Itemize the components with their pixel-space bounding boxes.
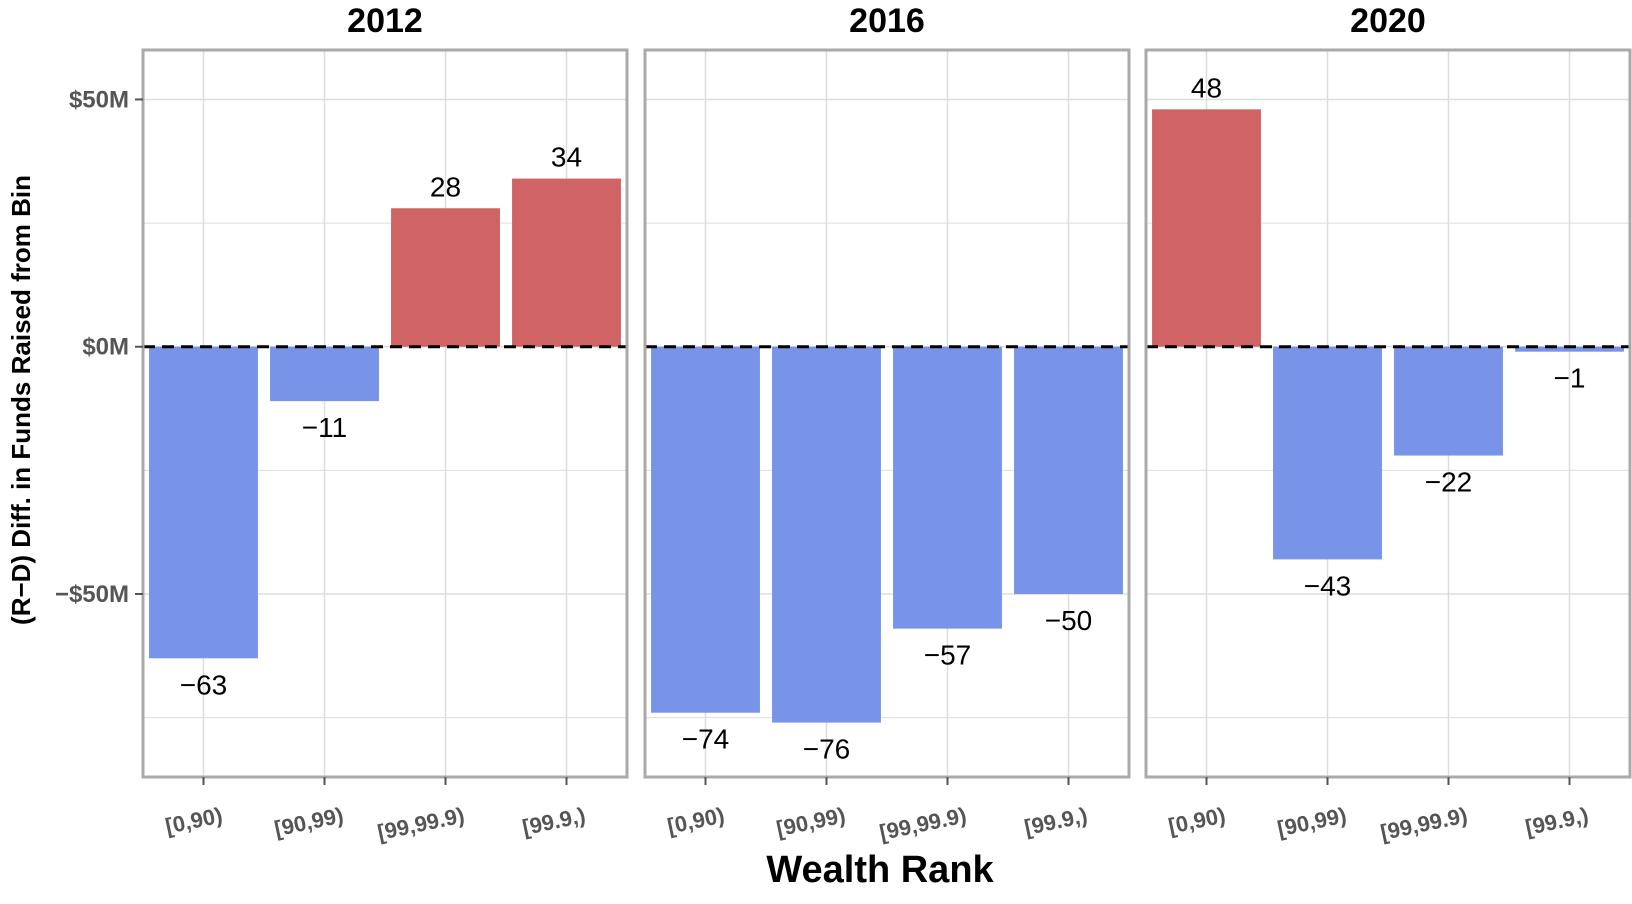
facet-title: 2020 [1350,2,1426,40]
bar-value-label: −43 [1304,570,1352,601]
facet-title: 2016 [849,2,925,40]
x-tick-label: [99.9,) [1022,802,1089,840]
bar-value-label: −57 [924,640,972,671]
bar-2016-2 [893,346,1002,629]
x-tick-label: [0,90) [1166,802,1227,838]
y-tick-label: $0M [82,334,129,361]
x-tick-label: [90,99) [272,802,345,841]
x-tick-label: [90,99) [774,802,847,841]
bar-value-label: −74 [682,724,730,755]
bar-2012-3 [512,178,621,347]
bar-value-label: −11 [302,412,347,443]
bar-2012-2 [391,208,500,347]
bar-value-label: −22 [1425,467,1473,498]
facet-panel-2016: −74 −76 −57 −50 2016 [0,90) [90,99) [99,99.9) [9… [643,2,1131,845]
bar-value-label: −76 [803,734,851,765]
x-tick-label: [0,90) [665,802,726,838]
y-axis-title: (R−D) Diff. in Funds Raised from Bin [6,175,36,625]
x-tick-label: [99,99.9) [877,802,968,845]
facet-panel-2020: 48 −43 −22 −1 2020 [0,90) [90,99) [99,99.9) [99.… [1144,2,1632,845]
bar-2012-0 [149,346,258,659]
bar-2020-2 [1394,346,1503,456]
facet-panel-2012: −63 −11 28 34 2012 [0,90) [90,99) [99,99.9) [99.… [141,2,629,845]
bar-2020-0 [1152,109,1261,347]
x-tick-label: [99,99.9) [375,802,466,845]
x-tick-label: [99,99.9) [1378,802,1469,845]
bar-2016-3 [1014,346,1123,595]
bar-2016-0 [651,346,760,713]
panel-border [141,48,629,779]
bar-2012-1 [270,346,379,402]
y-tick-label: −$50M [55,581,129,608]
bar-value-label: −1 [1554,363,1586,394]
bar-value-label: −63 [180,669,228,700]
bar-value-label: 48 [1191,72,1222,103]
bar-value-label: −50 [1045,605,1093,636]
x-tick-label: [99.9,) [520,802,587,840]
x-tick-label: [90,99) [1275,802,1348,841]
bar-2020-1 [1273,346,1382,560]
facet-panels: −63 −11 28 34 2012 [0,90) [90,99) [99,99.9) [99.… [141,2,1632,845]
facet-title: 2012 [347,2,423,40]
panel-border [643,48,1131,779]
bar-value-label: 28 [430,171,461,202]
x-axis-title: Wealth Rank [766,849,994,891]
bar-2020-3 [1515,346,1624,352]
x-tick-label: [99.9,) [1523,802,1590,840]
bar-value-label: 34 [551,142,582,173]
x-tick-label: [0,90) [163,802,224,838]
y-tick-label: $50M [69,86,129,113]
bar-2016-1 [772,346,881,723]
panel-border [1144,48,1632,779]
